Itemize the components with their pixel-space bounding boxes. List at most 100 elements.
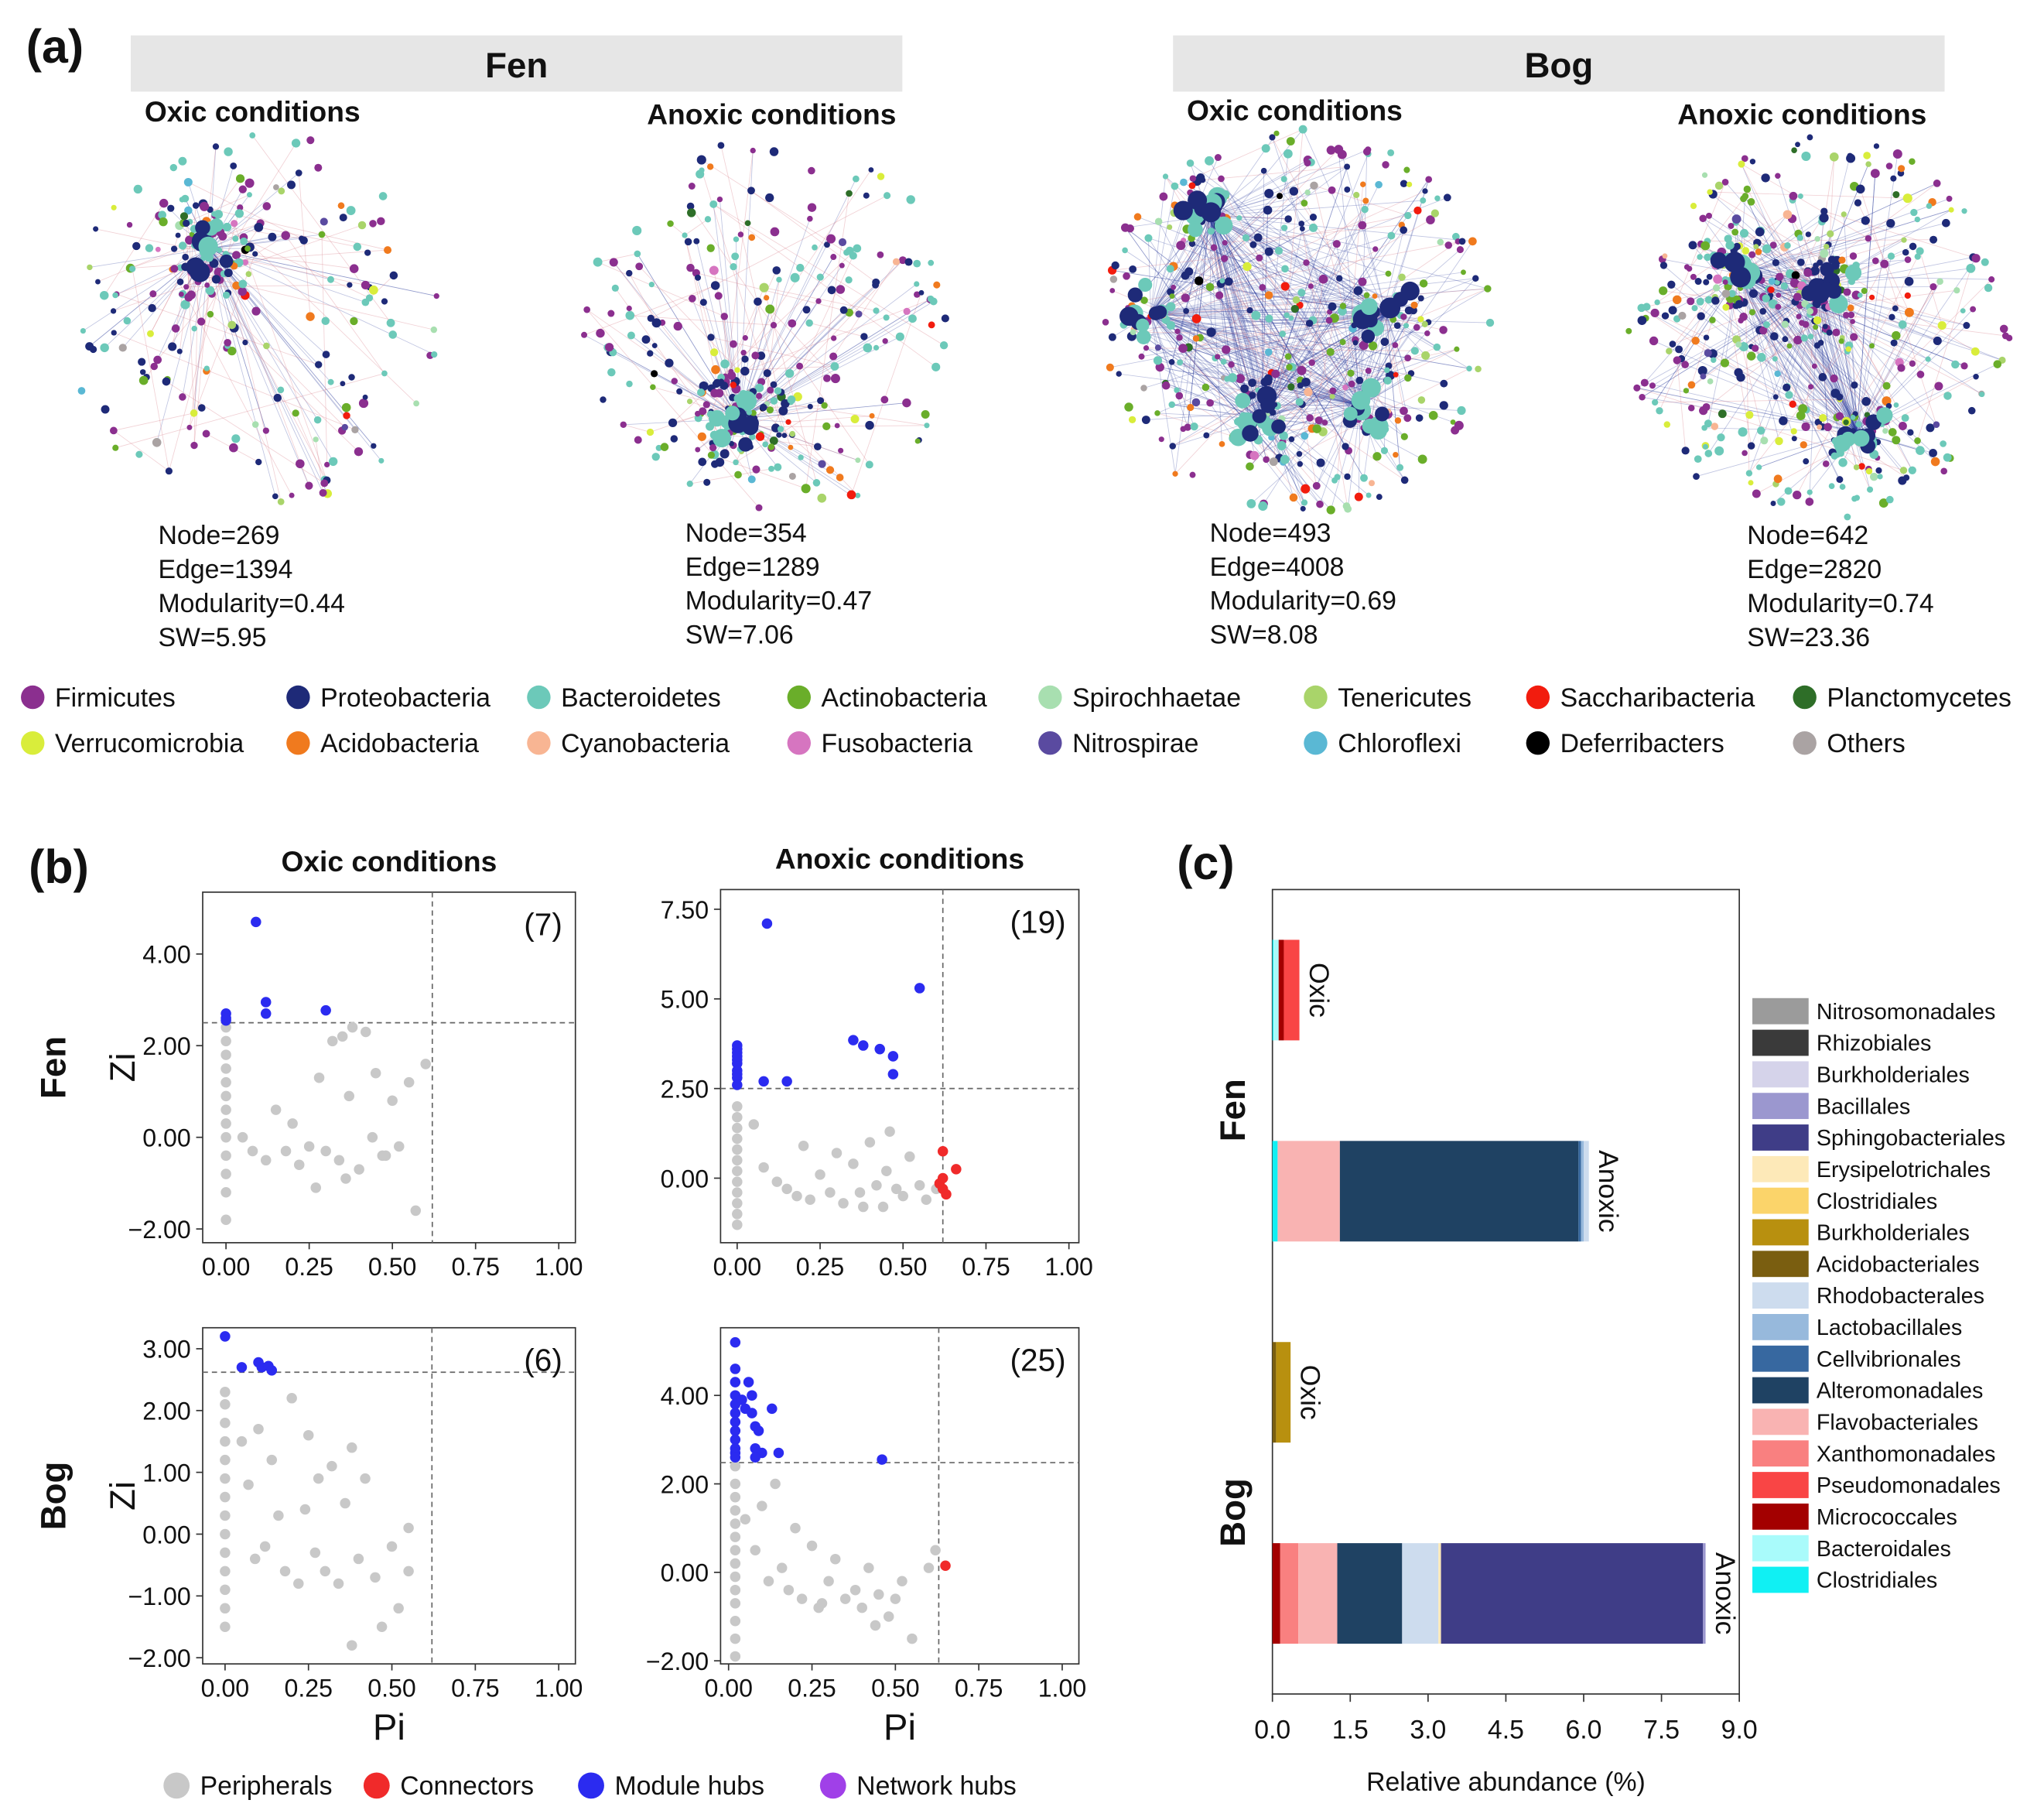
- network-edge: [206, 221, 370, 299]
- network-node: [1808, 384, 1814, 390]
- legend-marker: [527, 731, 551, 755]
- network-node: [873, 307, 880, 314]
- scatter-point: [730, 1633, 741, 1644]
- network-node: [1419, 279, 1428, 288]
- network-edge: [1636, 287, 1818, 388]
- network-node: [914, 291, 921, 298]
- network-edge: [1738, 274, 1820, 428]
- network-node: [135, 450, 143, 458]
- scatter-point: [347, 1021, 358, 1033]
- network-node: [1703, 334, 1710, 340]
- network-node: [1711, 423, 1719, 430]
- network-edge: [738, 312, 850, 419]
- network-node: [111, 204, 117, 210]
- scatter-point: [781, 1183, 792, 1195]
- network-node: [1693, 473, 1700, 481]
- scatter-point: [236, 1435, 248, 1447]
- scatter-point: [393, 1603, 404, 1614]
- network-node: [231, 434, 241, 443]
- network-node: [770, 227, 780, 237]
- scatter-point: [732, 1122, 743, 1134]
- network-node: [1362, 148, 1371, 156]
- network-node: [277, 498, 285, 505]
- network-node: [709, 265, 719, 275]
- network-node: [1194, 276, 1204, 286]
- scatter-point: [732, 1198, 743, 1209]
- bar-segment: [1337, 1543, 1403, 1644]
- network-node: [291, 139, 301, 148]
- network-node: [1701, 172, 1708, 178]
- network-node: [1422, 188, 1428, 194]
- network-edge: [1338, 149, 1361, 406]
- network-edge: [765, 279, 780, 406]
- network-node: [1772, 394, 1779, 400]
- network-edge: [1347, 305, 1415, 477]
- network-edge: [1178, 215, 1210, 396]
- network-node: [244, 245, 251, 252]
- network-node: [647, 314, 655, 322]
- network-node: [1847, 304, 1854, 312]
- network-node: [1724, 234, 1732, 243]
- network-node: [1784, 241, 1791, 249]
- network-node: [777, 426, 784, 433]
- network-edge: [1307, 392, 1361, 406]
- network-node: [1694, 455, 1702, 464]
- network-node: [1111, 261, 1119, 270]
- legend-label: Rhodobacterales: [1817, 1284, 1984, 1309]
- scatter-point: [730, 1615, 741, 1627]
- network-node: [278, 187, 285, 195]
- network-hub-node: [1362, 418, 1378, 434]
- network-edge: [1867, 286, 1934, 416]
- network-edge: [652, 386, 731, 409]
- network-node: [132, 241, 141, 251]
- network-node: [1721, 289, 1731, 298]
- network-edge: [1856, 153, 1899, 432]
- network-node: [632, 225, 642, 236]
- network-node: [1813, 324, 1819, 330]
- network-edge: [1709, 191, 1818, 289]
- scatter-point: [951, 1164, 962, 1175]
- network-node: [289, 492, 295, 498]
- scatter-point: [220, 1547, 231, 1559]
- network-node: [1458, 238, 1466, 245]
- network-node: [686, 399, 693, 405]
- network-node: [750, 147, 756, 154]
- network-node: [1143, 345, 1150, 351]
- scatter-point: [243, 1479, 254, 1490]
- network-node: [716, 196, 723, 203]
- network-node: [757, 351, 766, 361]
- network-edge: [1215, 358, 1263, 419]
- network-node: [1819, 413, 1827, 423]
- network-node: [1301, 484, 1311, 494]
- network-edge: [1261, 209, 1366, 419]
- network-node: [1984, 283, 1993, 293]
- network-node: [1806, 134, 1813, 141]
- network-edge: [1162, 314, 1361, 406]
- legend-label: Actinobacteria: [822, 683, 987, 713]
- network-node: [1318, 274, 1328, 284]
- scatter-point: [326, 1460, 337, 1472]
- network-edge: [1342, 154, 1387, 314]
- network-node: [1652, 399, 1659, 406]
- network-edge: [738, 178, 856, 419]
- y-tick-label: 5.00: [661, 986, 709, 1014]
- network-node: [1384, 367, 1390, 374]
- network-node: [354, 447, 364, 457]
- network-node: [1690, 273, 1697, 280]
- network-node: [1361, 205, 1369, 214]
- network-node: [314, 361, 323, 368]
- scatter-point: [730, 1584, 741, 1596]
- network-edge: [1738, 274, 1807, 410]
- network-node: [892, 258, 901, 265]
- network-node: [1735, 299, 1744, 309]
- network-node: [1747, 442, 1755, 450]
- network-node: [1904, 276, 1914, 286]
- network-node: [1303, 259, 1310, 266]
- legend-swatch: [1752, 1503, 1809, 1530]
- legend-marker: [163, 1772, 190, 1799]
- network-edge: [209, 189, 244, 249]
- network-node: [1413, 323, 1420, 331]
- network-node: [364, 249, 371, 256]
- network-node: [755, 504, 763, 512]
- network-node: [109, 426, 118, 435]
